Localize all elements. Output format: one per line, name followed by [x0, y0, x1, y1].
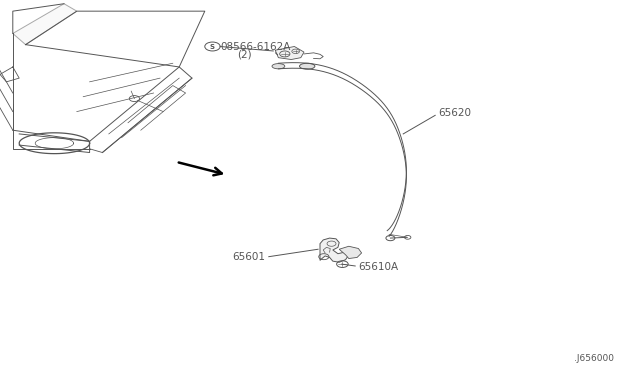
Text: 65601: 65601 — [232, 252, 266, 262]
Text: 08566-6162A: 08566-6162A — [221, 42, 291, 51]
Text: 65620: 65620 — [438, 109, 472, 118]
Text: .J656000: .J656000 — [575, 354, 614, 363]
Polygon shape — [339, 246, 362, 259]
Text: S: S — [210, 44, 215, 49]
Polygon shape — [275, 46, 304, 60]
Polygon shape — [13, 4, 77, 45]
Ellipse shape — [300, 63, 315, 69]
Text: 65610A: 65610A — [358, 262, 399, 272]
Text: (2): (2) — [237, 50, 252, 60]
Ellipse shape — [272, 64, 285, 69]
Polygon shape — [320, 238, 349, 262]
